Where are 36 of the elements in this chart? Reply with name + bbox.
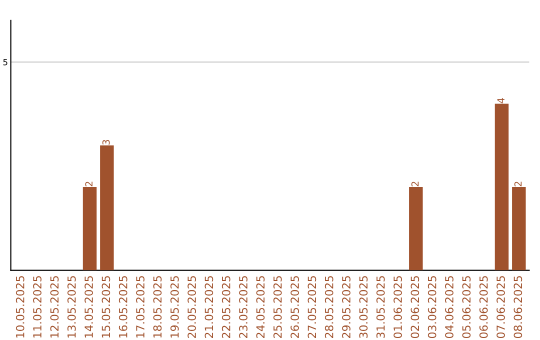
x-tick-label: 01.06.2025 — [394, 276, 402, 338]
x-tick-label: 20.05.2025 — [188, 276, 196, 338]
x-tick-label: 05.06.2025 — [462, 276, 471, 338]
x-tick-label: 27.05.2025 — [308, 276, 316, 338]
x-tick-label: 18.05.2025 — [153, 276, 162, 338]
data-label: 2 — [85, 182, 92, 186]
x-tick-label: 19.05.2025 — [170, 276, 179, 338]
y-tick-label: 5 — [3, 59, 8, 66]
x-tick-label: 25.05.2025 — [273, 276, 282, 338]
x-tick-label: 04.06.2025 — [445, 276, 454, 338]
data-label: 4 — [497, 98, 504, 104]
x-tick-label: 26.05.2025 — [290, 276, 299, 338]
x-tick-label: 21.05.2025 — [204, 276, 214, 338]
x-tick-label: 24.05.2025 — [256, 276, 265, 338]
x-tick-label: 29.05.2025 — [342, 276, 350, 338]
x-tick-label: 16.05.2025 — [118, 276, 128, 338]
x-tick-label: 31.05.2025 — [376, 276, 385, 338]
data-label: 2 — [411, 182, 419, 186]
x-tick-label: 06.06.2025 — [479, 276, 488, 338]
x-tick-label: 28.05.2025 — [324, 276, 334, 338]
x-tick-label: 30.05.2025 — [359, 276, 368, 338]
data-label: 2 — [514, 182, 522, 186]
x-tick-label: 11.05.2025 — [33, 276, 42, 338]
x-tick-label: 12.05.2025 — [50, 276, 59, 338]
x-tick-label: 02.06.2025 — [410, 276, 420, 338]
x-tick-label: 22.05.2025 — [222, 276, 230, 338]
x-tick-label: 10.05.2025 — [16, 276, 24, 338]
x-tick-label: 15.05.2025 — [102, 276, 110, 338]
x-tick-label: 07.06.2025 — [496, 276, 505, 338]
x-tick-label: 17.05.2025 — [136, 276, 144, 338]
x-tick-label: 03.06.2025 — [428, 276, 436, 338]
x-tick-label: 08.06.2025 — [514, 276, 522, 338]
data-label: 3 — [102, 140, 110, 145]
x-tick-label: 23.05.2025 — [239, 276, 248, 338]
x-tick-label: 13.05.2025 — [67, 276, 76, 338]
x-tick-label: 14.05.2025 — [84, 276, 93, 338]
